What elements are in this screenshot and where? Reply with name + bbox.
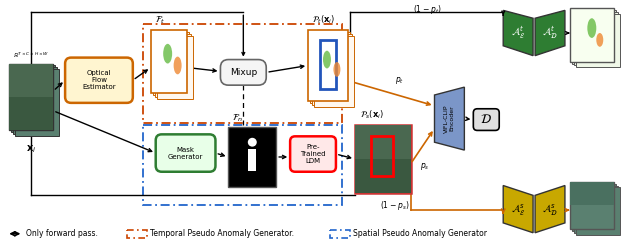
Text: $(1 - p_s)$: $(1 - p_s)$	[380, 199, 410, 212]
Bar	[576, 188, 620, 235]
Bar	[308, 30, 348, 101]
Polygon shape	[535, 10, 565, 56]
Text: Only forward pass.: Only forward pass.	[26, 229, 98, 238]
Text: ViFL-CLIP
Encoder: ViFL-CLIP Encoder	[444, 104, 455, 133]
Bar	[157, 36, 193, 99]
FancyBboxPatch shape	[156, 134, 216, 172]
Text: Pre-
Trained
LDM: Pre- Trained LDM	[300, 144, 326, 164]
Bar	[10, 63, 53, 97]
Bar	[153, 32, 189, 95]
Text: $(1 - p_t)$: $(1 - p_t)$	[413, 3, 442, 16]
Bar	[574, 12, 618, 65]
Text: $\mathcal{A}^t_\mathcal{E}$: $\mathcal{A}^t_\mathcal{E}$	[511, 25, 525, 41]
FancyBboxPatch shape	[474, 109, 499, 130]
Bar	[248, 149, 256, 171]
Ellipse shape	[333, 62, 340, 77]
Text: Temporal Pseudo Anomaly Generator.: Temporal Pseudo Anomaly Generator.	[150, 229, 294, 238]
Text: $\mathcal{F}_n$: $\mathcal{F}_n$	[232, 112, 244, 123]
Bar	[576, 14, 620, 68]
Bar	[320, 40, 336, 89]
Bar	[143, 124, 342, 205]
Text: $\mathcal{P}_s(\mathbf{x}_i)$: $\mathcal{P}_s(\mathbf{x}_i)$	[360, 108, 384, 121]
Text: $\mathcal{A}^t_\mathcal{D}$: $\mathcal{A}^t_\mathcal{D}$	[542, 25, 558, 41]
Bar	[310, 32, 350, 103]
Polygon shape	[503, 10, 533, 56]
Bar	[570, 9, 614, 61]
Ellipse shape	[588, 18, 596, 38]
FancyBboxPatch shape	[290, 136, 336, 172]
Text: Optical
Flow
Estimator: Optical Flow Estimator	[82, 70, 116, 90]
Bar	[228, 128, 276, 187]
Text: $\mathcal{A}^s_\mathcal{D}$: $\mathcal{A}^s_\mathcal{D}$	[542, 202, 558, 218]
FancyBboxPatch shape	[220, 60, 266, 85]
Polygon shape	[435, 87, 465, 150]
Bar	[330, 230, 350, 238]
Bar	[355, 124, 411, 159]
Text: $\mathcal{A}^s_\mathcal{E}$: $\mathcal{A}^s_\mathcal{E}$	[511, 202, 525, 218]
Bar	[574, 185, 618, 233]
Bar	[10, 97, 53, 130]
Text: Mixup: Mixup	[230, 68, 257, 77]
Bar	[155, 34, 191, 97]
Bar	[15, 69, 59, 136]
Bar	[572, 183, 616, 231]
Text: $\mathcal{D}$: $\mathcal{D}$	[481, 113, 492, 126]
Text: $\mathbf{x}_i$: $\mathbf{x}_i$	[26, 143, 36, 155]
Bar	[10, 63, 53, 130]
Text: $\mathcal{F}_t$: $\mathcal{F}_t$	[155, 15, 165, 26]
Bar	[143, 24, 342, 122]
Ellipse shape	[163, 44, 172, 63]
Bar	[355, 124, 411, 193]
Text: $\mathcal{P}_t(\mathbf{x}_i)$: $\mathcal{P}_t(\mathbf{x}_i)$	[312, 14, 335, 26]
Bar	[570, 182, 614, 229]
Text: $p_s$: $p_s$	[420, 161, 429, 172]
Ellipse shape	[248, 138, 257, 147]
Text: $\mathbb{R}^{T\times C\times H\times W}$: $\mathbb{R}^{T\times C\times H\times W}$	[13, 50, 49, 60]
Ellipse shape	[596, 33, 604, 47]
Bar	[570, 182, 614, 205]
Text: Mask
Generator: Mask Generator	[168, 147, 204, 160]
Bar	[13, 68, 57, 134]
Text: Spatial Pseudo Anomaly Generator: Spatial Pseudo Anomaly Generator	[353, 229, 487, 238]
Bar	[151, 30, 187, 93]
FancyBboxPatch shape	[65, 58, 133, 103]
Bar	[355, 159, 411, 193]
Text: $p_t$: $p_t$	[395, 75, 404, 86]
Bar	[12, 65, 55, 132]
Ellipse shape	[173, 57, 182, 74]
Bar	[371, 136, 393, 176]
Ellipse shape	[323, 51, 331, 69]
Bar	[572, 10, 616, 63]
Bar	[127, 230, 147, 238]
Polygon shape	[503, 185, 533, 233]
Polygon shape	[535, 185, 565, 233]
Bar	[312, 34, 352, 105]
Bar	[314, 36, 354, 107]
